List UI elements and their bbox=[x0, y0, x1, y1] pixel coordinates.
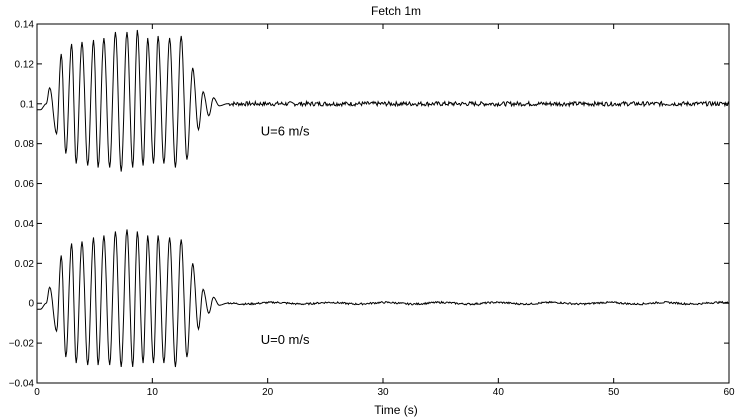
annotation-label: U=6 m/s bbox=[261, 124, 310, 139]
x-tick-label: 20 bbox=[262, 387, 274, 398]
chart-title: Fetch 1m bbox=[371, 4, 421, 18]
x-axis-label: Time (s) bbox=[374, 403, 418, 417]
y-tick-label: 0.08 bbox=[15, 139, 35, 150]
annotations: U=6 m/s U=0 m/s bbox=[261, 124, 310, 347]
series-line bbox=[37, 229, 730, 368]
x-tick-label: 50 bbox=[608, 387, 620, 398]
y-tick-label: 0.12 bbox=[15, 59, 35, 70]
traces bbox=[37, 29, 730, 368]
x-tick-label: 10 bbox=[147, 387, 159, 398]
y-tick-label: −0.02 bbox=[9, 339, 35, 350]
y-tick-label: 0.06 bbox=[15, 179, 35, 190]
y-tick-label: 0 bbox=[28, 299, 34, 310]
x-tick-label: 0 bbox=[34, 387, 40, 398]
x-tick-label: 40 bbox=[493, 387, 505, 398]
y-tick-label: 0.14 bbox=[15, 20, 35, 31]
series-line bbox=[37, 29, 730, 172]
plot-area: 0 10 20 30 40 50 60 −0.04 −0.02 0 0.02 0.04 0.06 0.0… bbox=[9, 20, 735, 399]
x-axis-ticks: 0 10 20 30 40 50 60 bbox=[34, 24, 735, 398]
y-tick-label: 0.1 bbox=[20, 99, 34, 110]
y-tick-label: −0.04 bbox=[9, 379, 35, 390]
annotation-label: U=0 m/s bbox=[261, 332, 310, 347]
y-tick-label: 0.04 bbox=[15, 219, 35, 230]
y-tick-label: 0.02 bbox=[15, 259, 35, 270]
y-axis-ticks: −0.04 −0.02 0 0.02 0.04 0.06 0.08 0.1 0.12 0.14 bbox=[9, 20, 729, 390]
x-tick-label: 60 bbox=[723, 387, 735, 398]
x-tick-label: 30 bbox=[377, 387, 389, 398]
